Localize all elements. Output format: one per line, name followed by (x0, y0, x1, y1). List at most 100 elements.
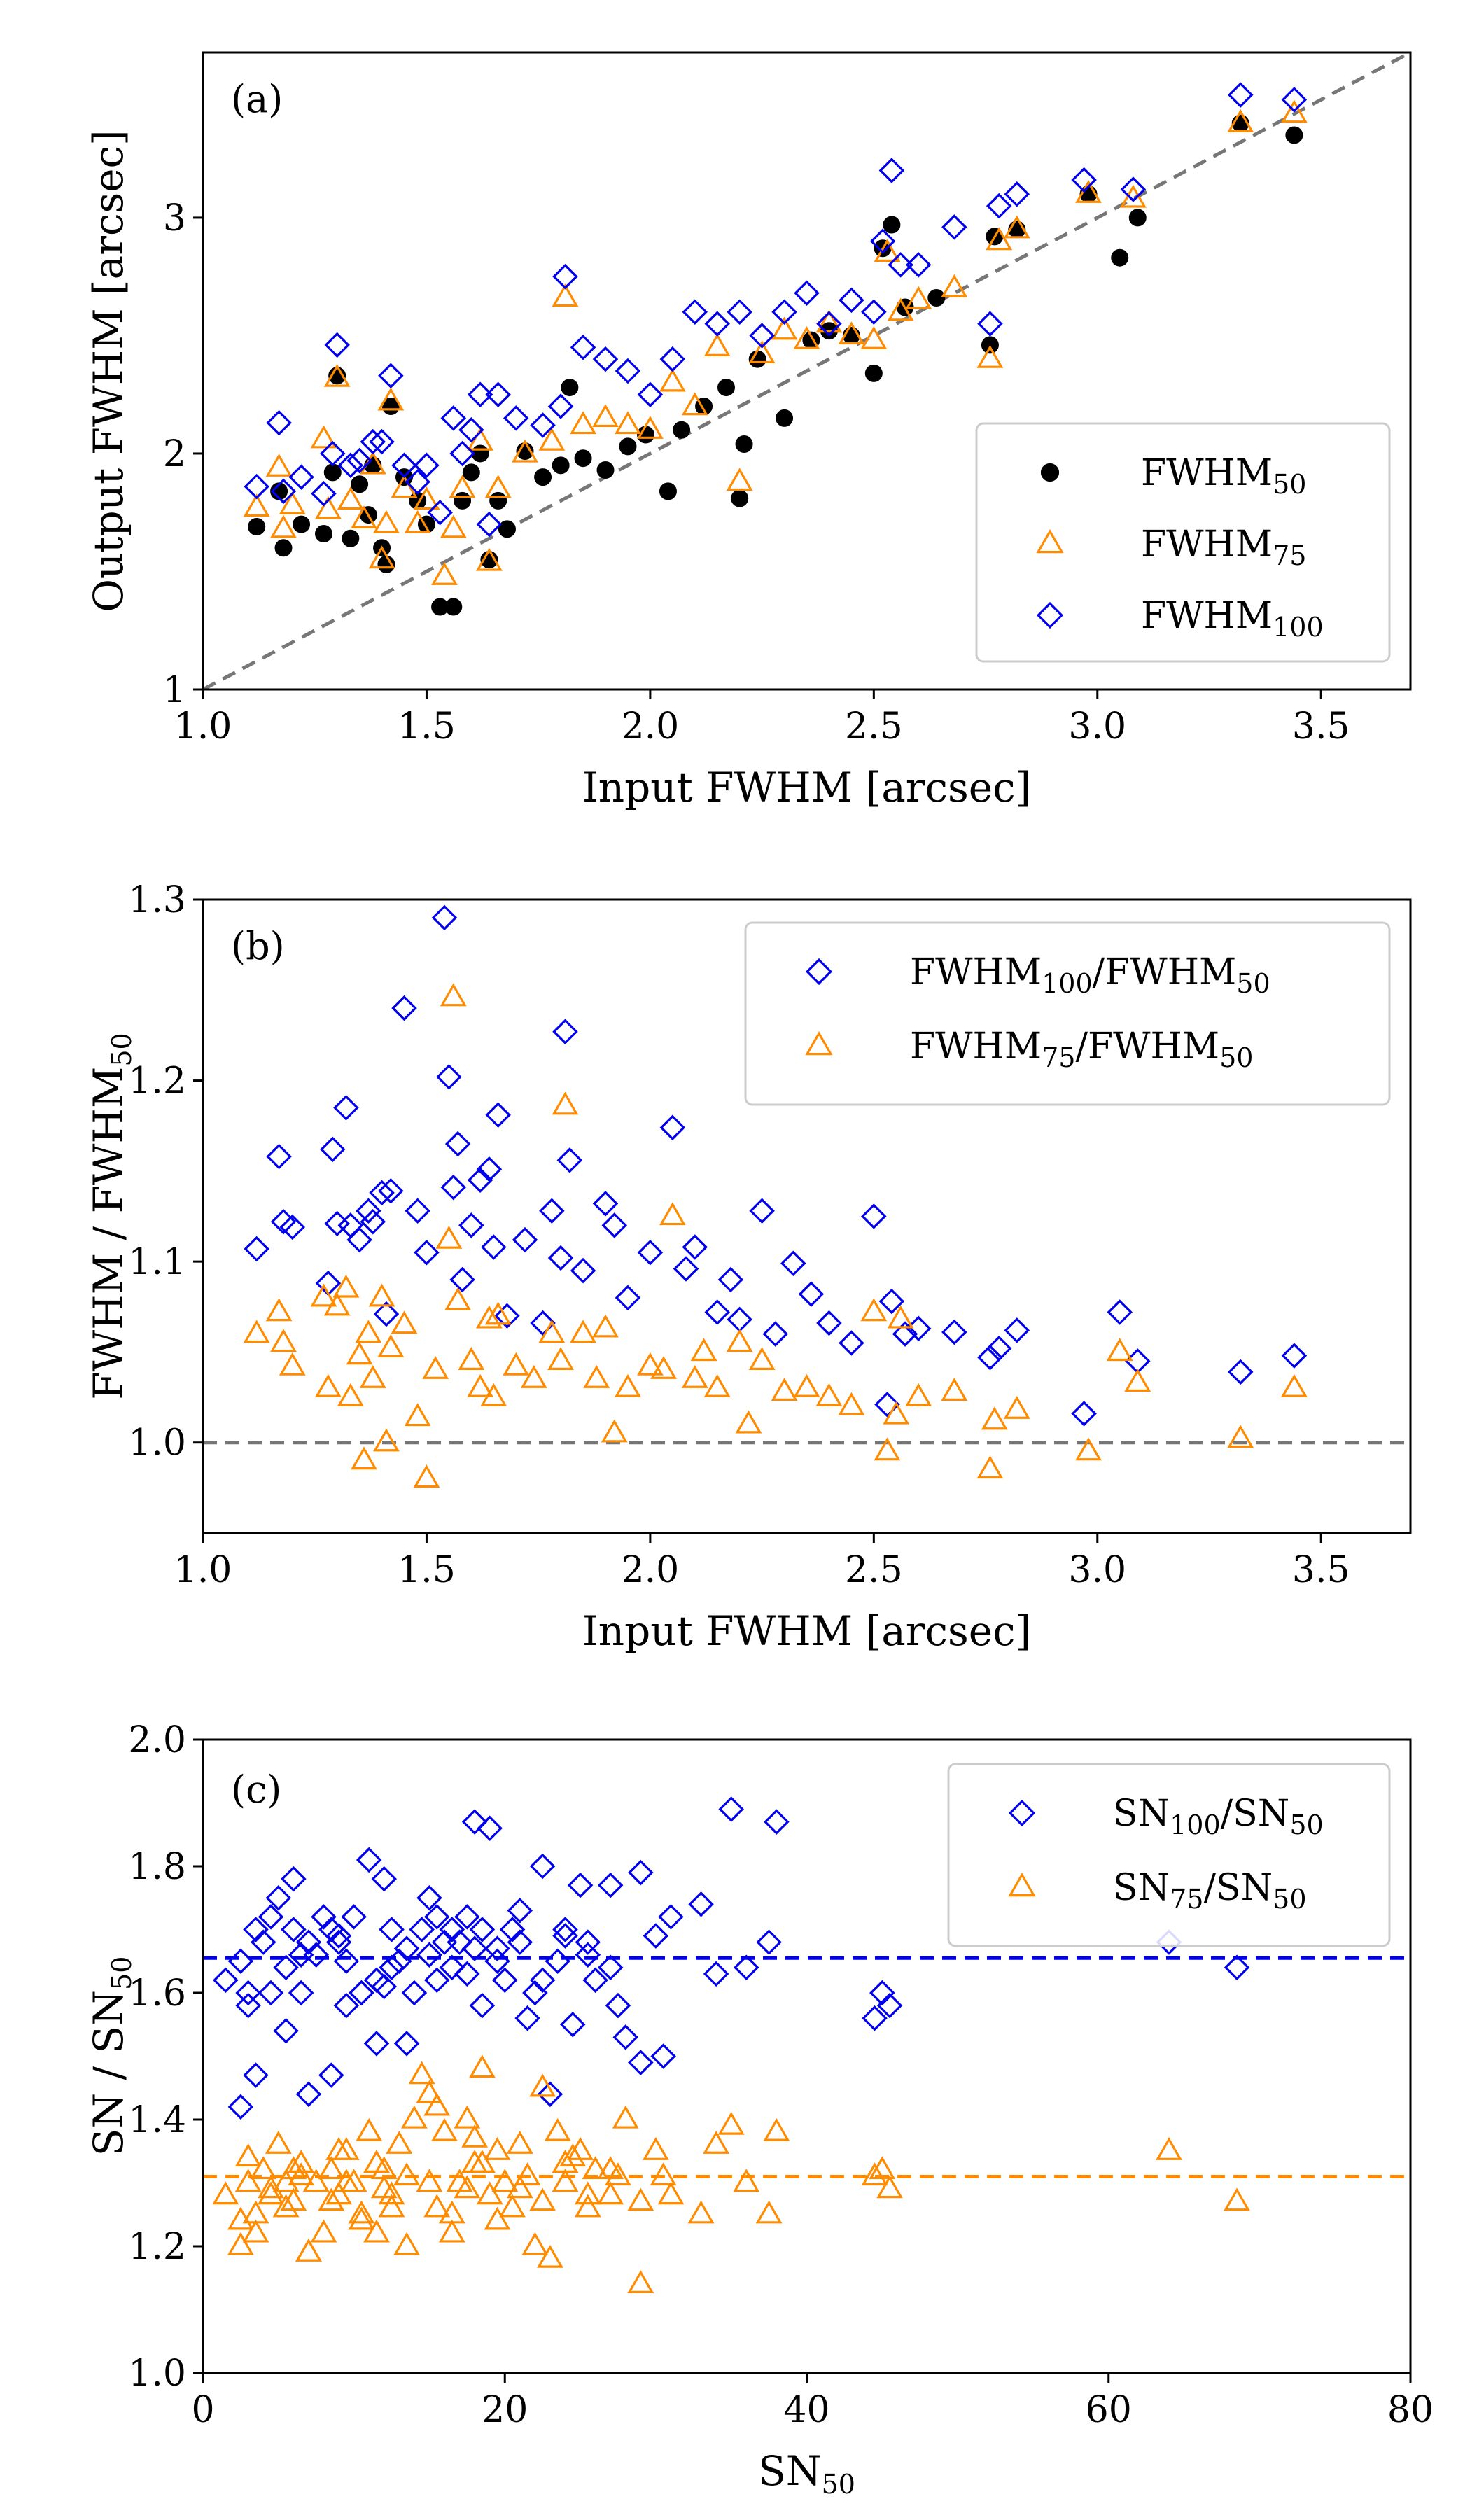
data-point (559, 2143, 587, 2166)
data-point (371, 1865, 398, 1892)
data-point (414, 1239, 440, 1266)
data-point (323, 363, 351, 387)
data-point (673, 1256, 699, 1282)
text-part: SN / SN (85, 1990, 132, 2156)
data-point (637, 382, 664, 407)
data-point (235, 1992, 261, 2019)
data-point (378, 2194, 405, 2218)
data-point (324, 332, 350, 358)
subscript: 75 (1170, 1884, 1203, 1914)
data-point (414, 452, 440, 479)
data-point (377, 387, 405, 411)
data-point (242, 2219, 270, 2243)
data-point (592, 404, 619, 428)
data-point (537, 2081, 564, 2108)
data-point (314, 1373, 342, 1397)
data-point (650, 2162, 677, 2186)
data-point (793, 1373, 820, 1397)
legend-box (947, 1763, 1391, 1947)
data-point (320, 1136, 346, 1163)
data-point (391, 995, 417, 1021)
data-point (1128, 209, 1147, 227)
y-tick-label: 2 (163, 433, 186, 475)
data-point (400, 2105, 428, 2129)
data-point (293, 515, 311, 533)
y-tick-label: 1.0 (128, 1422, 186, 1464)
data-point (368, 545, 396, 569)
data-point (530, 412, 556, 438)
data-point (363, 2219, 390, 2243)
data-point (703, 1961, 729, 1987)
data-point (288, 2162, 315, 2186)
subscript: 100 (1042, 968, 1093, 999)
data-point (449, 440, 475, 467)
data-point (794, 280, 820, 307)
legend-marker (805, 958, 833, 986)
data-point (243, 2062, 269, 2088)
x-tick-label: 1.0 (174, 706, 232, 748)
data-point (659, 346, 686, 372)
data-point (592, 1314, 619, 1338)
data-point (878, 1288, 905, 1315)
data-point (530, 1310, 556, 1336)
data-point (1224, 2188, 1250, 2211)
data-point (281, 1865, 307, 1892)
x-tick-label: 1.0 (174, 1549, 232, 1591)
data-point (475, 547, 503, 571)
data-point (905, 252, 932, 278)
data-point (422, 1356, 449, 1379)
data-point (435, 1225, 463, 1249)
text-part: Input FWHM [arcsec] (582, 1607, 1031, 1655)
data-point (280, 2156, 307, 2180)
data-point (356, 1847, 382, 1873)
data-point (273, 2018, 299, 2044)
data-point (461, 2124, 489, 2148)
data-point (941, 274, 968, 298)
data-point (469, 1917, 496, 1942)
data-point (1280, 99, 1308, 123)
x-axis-label: Input FWHM [arcsec] (582, 764, 1031, 811)
data-point (467, 427, 494, 451)
data-point (484, 2206, 511, 2230)
data-point (636, 416, 664, 439)
data-point (597, 2181, 624, 2205)
data-point (506, 2130, 533, 2154)
data-point (371, 1973, 398, 2000)
data-point (318, 2062, 344, 2088)
data-point (1120, 176, 1147, 202)
data-point (295, 2081, 322, 2108)
data-point (570, 1320, 596, 1343)
data-point (476, 1156, 503, 1182)
legend-marker (805, 1030, 833, 1056)
data-point (270, 1329, 297, 1352)
data-point (234, 2169, 262, 2192)
legend-item: FWHM50 (1040, 452, 1306, 500)
subscript: 50 (106, 1032, 137, 1066)
legend-item: SN75/SN50 (1008, 1867, 1307, 1914)
data-point (227, 2094, 254, 2120)
data-point (369, 1180, 395, 1206)
data-point (1227, 108, 1254, 132)
data-point (615, 358, 641, 384)
data-point (444, 598, 463, 616)
data-point (539, 1198, 565, 1224)
data-point (373, 1301, 400, 1327)
data-point (484, 1948, 510, 1975)
data-point (461, 1935, 488, 1961)
data-point (333, 1948, 360, 1975)
data-point (816, 309, 843, 333)
legend-marker (1008, 1799, 1036, 1827)
data-point (248, 517, 266, 536)
text-part: /SN (1221, 1793, 1290, 1835)
data-point (370, 2175, 398, 2199)
data-point (601, 1419, 628, 1443)
data-point (318, 2156, 345, 2180)
data-point (537, 2244, 564, 2268)
data-point (348, 2200, 375, 2224)
data-point (1004, 181, 1030, 207)
data-point (887, 1305, 914, 1329)
legend-label: FWHM50 (1141, 452, 1306, 500)
